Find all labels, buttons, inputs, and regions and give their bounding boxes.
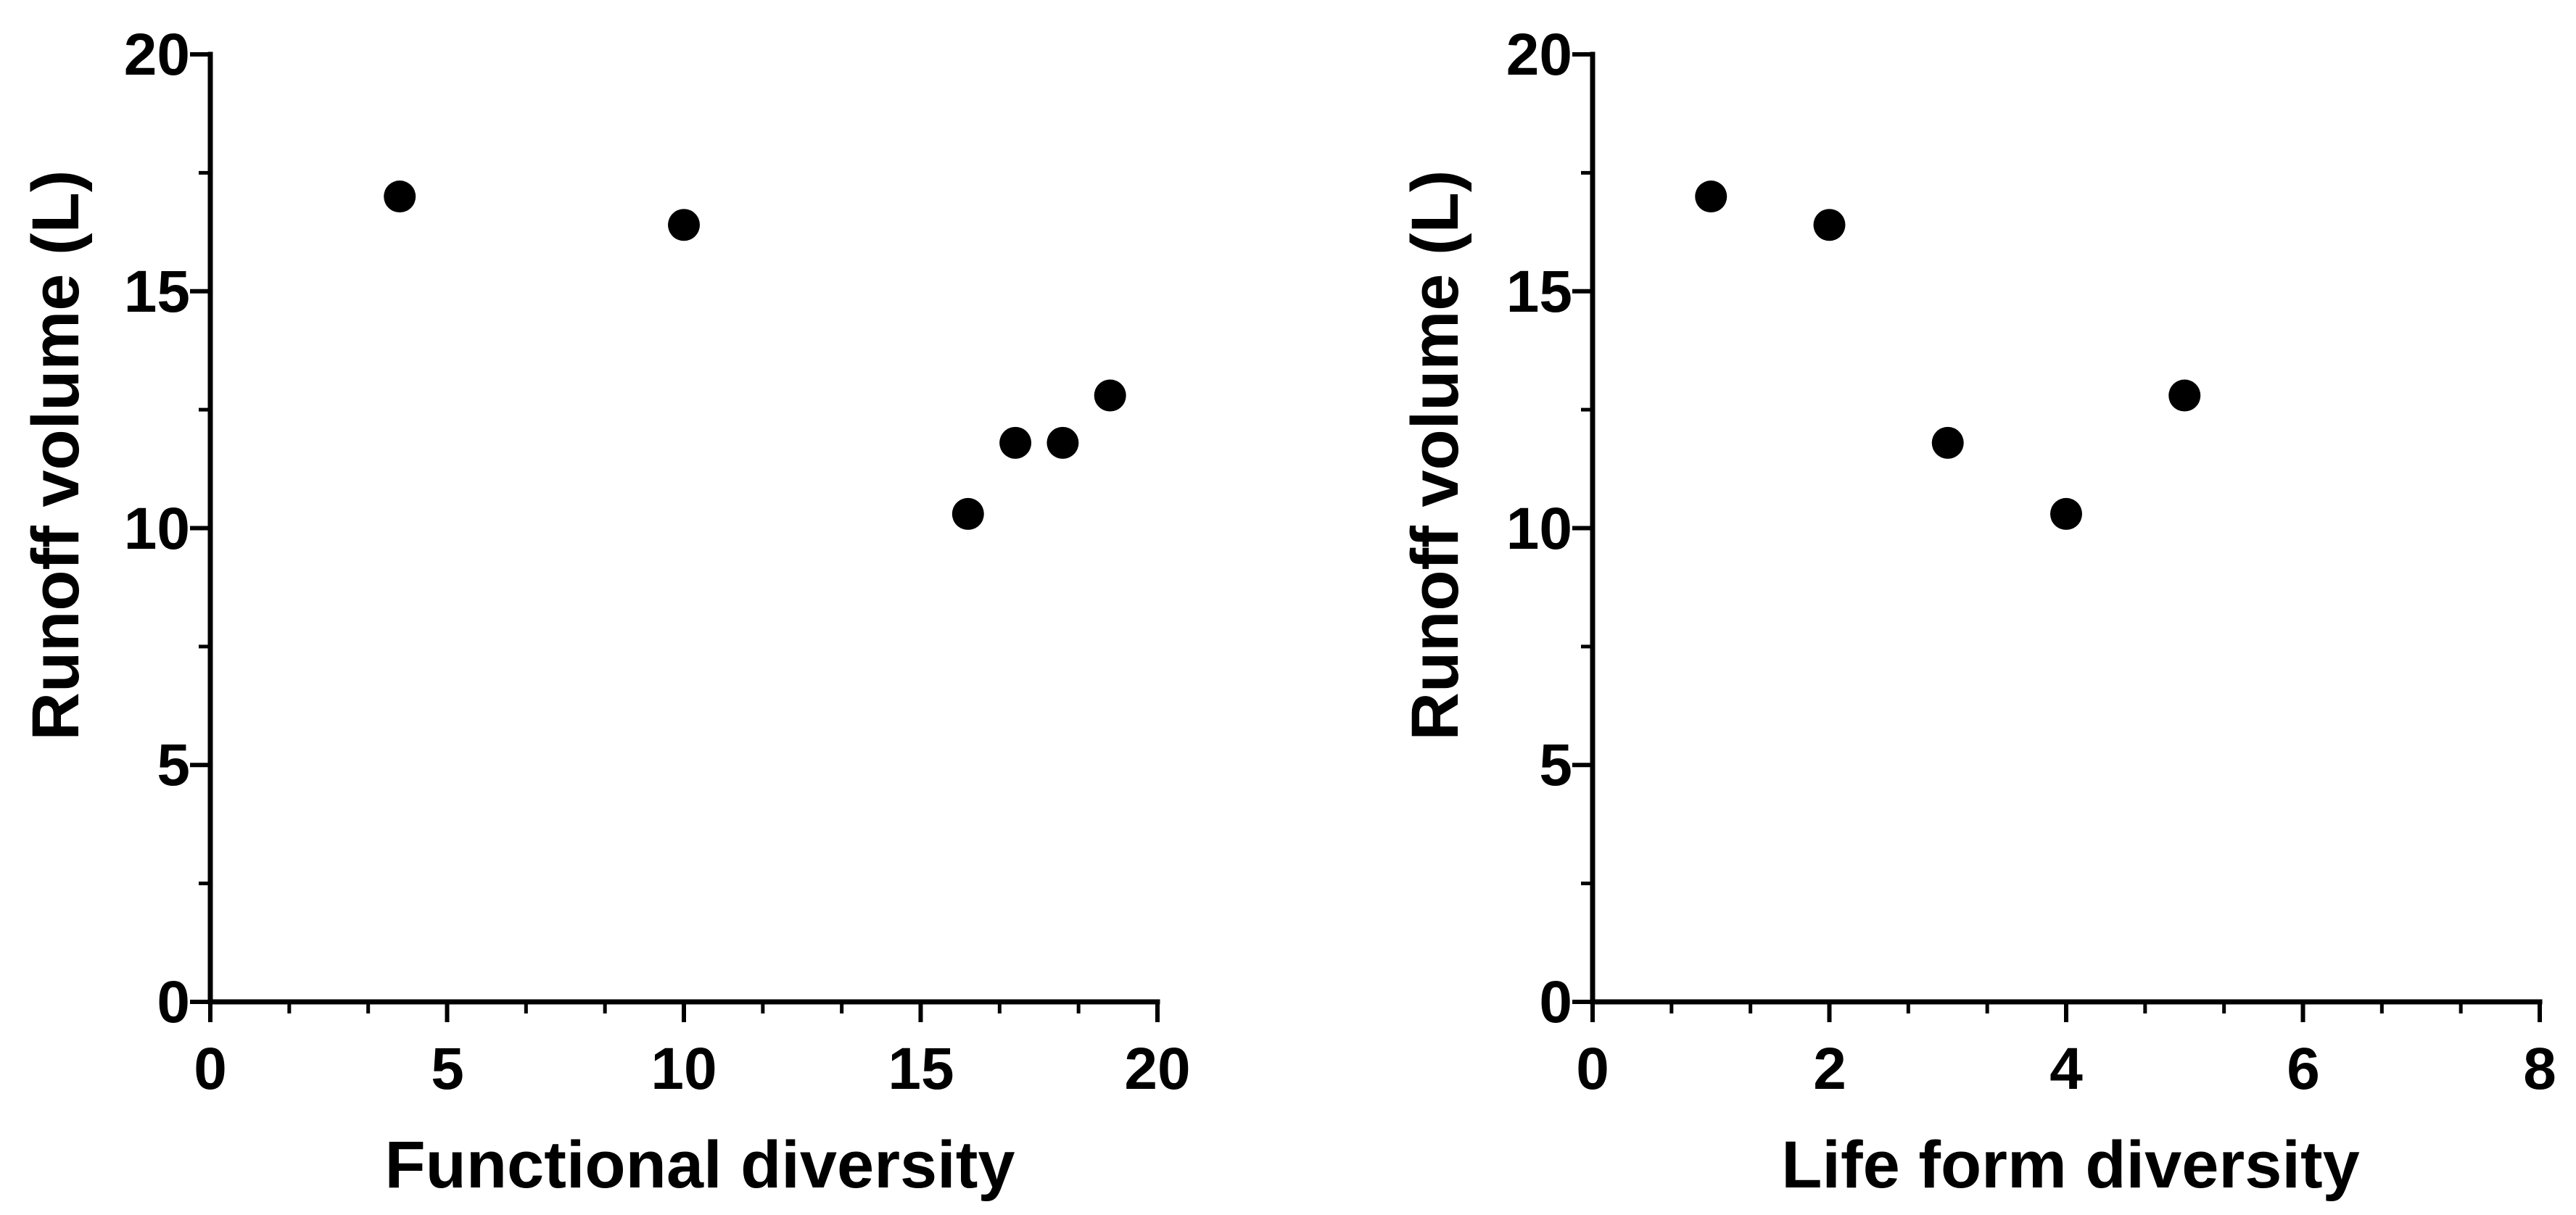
data-point xyxy=(668,209,700,241)
data-point xyxy=(951,497,984,530)
x-tick-label: 10 xyxy=(651,1036,717,1102)
axis-ticks xyxy=(190,52,1160,1022)
axes-frame xyxy=(207,51,1160,1005)
x-tick-label: 6 xyxy=(2287,1036,2320,1102)
x-tick-label: 15 xyxy=(888,1036,954,1102)
data-points xyxy=(1695,181,2201,530)
x-tick-label: 8 xyxy=(2523,1036,2556,1102)
data-point xyxy=(1094,379,1126,412)
x-tick-label: 0 xyxy=(194,1036,227,1102)
data-point xyxy=(1931,426,1964,459)
data-point xyxy=(2050,497,2082,530)
x-tick-label: 4 xyxy=(2049,1036,2083,1102)
x-axis-title: Life form diversity xyxy=(1781,1128,2360,1202)
y-tick-label: 20 xyxy=(1506,22,1572,88)
data-point xyxy=(384,181,416,213)
x-axis-title: Functional diversity xyxy=(384,1128,1015,1202)
scatter-plot-functional-diversity: 0 5 10 15 20 0 5 10 15 20 Functional div… xyxy=(19,22,1191,1202)
data-point xyxy=(999,426,1032,459)
data-point xyxy=(2168,379,2201,412)
axes-frame xyxy=(1590,51,2543,1005)
y-axis-title: Runoff volume (L) xyxy=(1398,170,1472,741)
x-tick-label: 0 xyxy=(1576,1036,1609,1102)
y-tick-label: 0 xyxy=(1539,969,1572,1035)
data-point xyxy=(1813,209,1846,241)
data-point xyxy=(1046,426,1079,459)
x-tick-label: 20 xyxy=(1124,1036,1190,1102)
data-points xyxy=(384,181,1126,530)
y-tick-label: 0 xyxy=(157,969,190,1035)
y-tick-label: 10 xyxy=(1506,496,1572,562)
y-axis-title: Runoff volume (L) xyxy=(19,170,93,741)
x-tick-label: 5 xyxy=(431,1036,464,1102)
y-tick-label: 10 xyxy=(124,496,190,562)
y-tick-label: 15 xyxy=(124,259,190,325)
axis-ticks xyxy=(1572,52,2542,1022)
y-tick-label: 20 xyxy=(124,22,190,88)
data-point xyxy=(1695,181,1727,213)
y-tick-label: 5 xyxy=(1539,732,1572,798)
x-tick-label: 2 xyxy=(1813,1036,1846,1102)
scatter-plot-life-form-diversity: 0 5 10 15 20 0 2 4 6 8 Life form diversi… xyxy=(1398,22,2556,1202)
y-tick-label: 15 xyxy=(1506,259,1572,325)
y-tick-label: 5 xyxy=(157,732,190,798)
